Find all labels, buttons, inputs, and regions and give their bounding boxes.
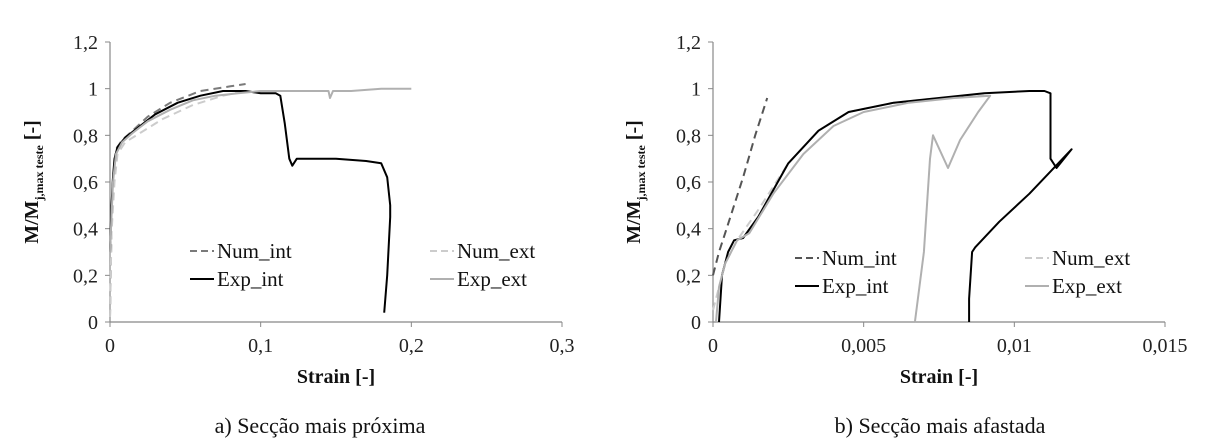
chart-a-x-tick-label: 0,3 [550,335,575,357]
chart-a-x-tick-label: 0 [105,335,115,357]
chart-a-x-axis-title: Strain [-] [297,366,375,388]
chart-a-y-tick-label: 0,4 [73,219,98,241]
chart-a-series-num-ext [109,90,246,318]
chart-b-y-tick-label: 1 [691,79,701,101]
chart-b-series-exp-int [718,90,1073,323]
chart-a-y-tick-label: 0,6 [73,172,98,194]
chart-b-legend-label: Exp_ext [1052,274,1122,298]
chart-b-x-tick-label: 0 [708,335,718,357]
chart-b-series-num-int [712,97,769,276]
chart-b-y-tick-label: 0,2 [676,265,701,287]
chart-b-x-tick-label: 0,015 [1143,335,1188,357]
chart-a-y-tick-label: 1 [88,79,98,101]
chart-b-y-tick-label: 0,8 [676,125,701,147]
chart-a-series-exp-ext [109,87,412,253]
chart-a-legend-label: Num_ext [457,239,535,263]
chart-a-y-axis-title: M/Mj,max teste [-] [21,120,46,244]
chart-a-legend-label: Num_int [217,239,292,263]
chart-b-series-exp-ext [715,94,992,323]
chart-a-legend-label: Exp_int [217,267,284,291]
chart-b-x-axis-title: Strain [-] [900,366,978,388]
chart-b-legend-label: Num_int [822,246,897,270]
chart-b-legend-label: Exp_int [822,274,889,298]
chart-a-y-tick-label: 0 [88,312,98,334]
chart-b-caption: b) Secção mais afastada [835,413,1046,438]
chart-a-caption: a) Secção mais próxima [215,413,426,438]
chart-b: 0 0,2 0,4 0,6 0,8 1 1,2 0 0,005 0,01 0,015 Num_int N… [623,32,1188,438]
chart-b-y-tick-label: 0,4 [676,219,701,241]
chart-a-x-tick-label: 0,1 [248,335,273,357]
chart-b-x-tick-label: 0,01 [997,335,1032,357]
chart-b-y-tick-label: 1,2 [676,32,701,54]
chart-b-legend-label: Num_ext [1052,246,1130,270]
chart-a-legend-label: Exp_ext [457,267,527,291]
chart-a-y-tick-label: 1,2 [73,32,98,54]
chart-a-x-tick-label: 0,2 [399,335,424,357]
chart-a: 0 0,2 0,4 0,6 0,8 1 1,2 0 0,1 0,2 0,3 Num_int Num_ex… [21,32,575,438]
chart-b-y-tick-label: 0,6 [676,172,701,194]
chart-b-y-axis-title: M/Mj,max teste [-] [623,120,648,244]
chart-a-series-exp-int [109,90,392,313]
chart-a-y-tick-label: 0,8 [73,125,98,147]
chart-b-x-tick-label: 0,005 [841,335,886,357]
chart-b-y-tick-label: 0 [691,312,701,334]
chart-a-y-tick-label: 0,2 [73,265,98,287]
